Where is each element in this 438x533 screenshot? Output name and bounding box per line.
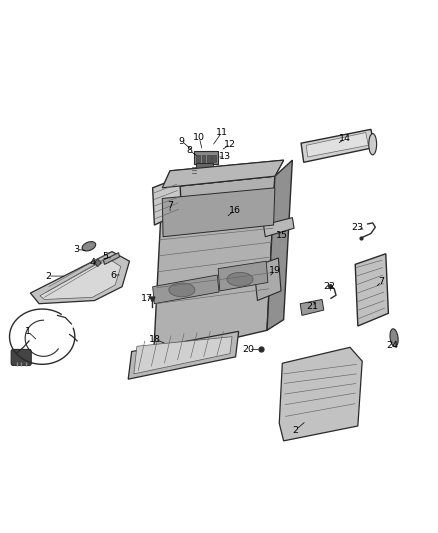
Ellipse shape bbox=[390, 329, 398, 346]
Polygon shape bbox=[94, 259, 101, 266]
Polygon shape bbox=[162, 188, 275, 237]
Text: 5: 5 bbox=[102, 253, 109, 261]
Polygon shape bbox=[152, 177, 181, 225]
Text: 15: 15 bbox=[276, 231, 288, 240]
Ellipse shape bbox=[169, 283, 195, 297]
Polygon shape bbox=[301, 130, 374, 163]
FancyBboxPatch shape bbox=[194, 151, 218, 164]
Bar bbox=[201, 155, 205, 162]
Polygon shape bbox=[355, 254, 389, 326]
Text: 22: 22 bbox=[323, 282, 335, 291]
Text: 2: 2 bbox=[293, 426, 298, 435]
Polygon shape bbox=[264, 217, 294, 237]
Text: 10: 10 bbox=[193, 133, 205, 142]
Polygon shape bbox=[267, 160, 292, 330]
Text: 4: 4 bbox=[89, 258, 95, 266]
Text: 3: 3 bbox=[74, 245, 80, 254]
Bar bbox=[212, 155, 216, 162]
Text: 2: 2 bbox=[45, 272, 51, 280]
Text: 11: 11 bbox=[215, 128, 228, 137]
Text: 13: 13 bbox=[219, 152, 231, 161]
Text: 6: 6 bbox=[110, 271, 117, 279]
Text: 16: 16 bbox=[229, 206, 241, 215]
Text: 1: 1 bbox=[25, 327, 31, 336]
Text: 23: 23 bbox=[352, 223, 364, 232]
Polygon shape bbox=[128, 332, 239, 379]
Ellipse shape bbox=[369, 134, 377, 155]
Polygon shape bbox=[218, 261, 268, 291]
Polygon shape bbox=[152, 275, 219, 304]
FancyBboxPatch shape bbox=[11, 350, 31, 366]
Text: 17: 17 bbox=[141, 294, 152, 303]
Text: 7: 7 bbox=[378, 277, 385, 286]
Polygon shape bbox=[162, 160, 284, 188]
Text: 12: 12 bbox=[224, 140, 237, 149]
Text: 19: 19 bbox=[269, 266, 281, 275]
Text: 9: 9 bbox=[178, 136, 184, 146]
Polygon shape bbox=[103, 253, 120, 264]
Polygon shape bbox=[153, 176, 275, 357]
Ellipse shape bbox=[82, 241, 95, 251]
Text: 7: 7 bbox=[167, 201, 173, 211]
Polygon shape bbox=[162, 160, 284, 188]
Polygon shape bbox=[300, 300, 324, 316]
Polygon shape bbox=[254, 258, 281, 301]
Polygon shape bbox=[30, 252, 130, 304]
Polygon shape bbox=[40, 258, 121, 300]
Ellipse shape bbox=[227, 272, 253, 286]
Text: 18: 18 bbox=[149, 335, 161, 344]
Text: 24: 24 bbox=[386, 341, 398, 350]
Text: 14: 14 bbox=[339, 134, 351, 143]
Text: 21: 21 bbox=[307, 302, 318, 311]
Polygon shape bbox=[279, 348, 362, 441]
Text: 8: 8 bbox=[186, 146, 192, 155]
Polygon shape bbox=[134, 337, 232, 374]
Polygon shape bbox=[306, 133, 368, 157]
Text: 20: 20 bbox=[243, 345, 254, 354]
FancyBboxPatch shape bbox=[196, 163, 213, 174]
Bar bbox=[196, 155, 200, 162]
Bar bbox=[207, 155, 211, 162]
